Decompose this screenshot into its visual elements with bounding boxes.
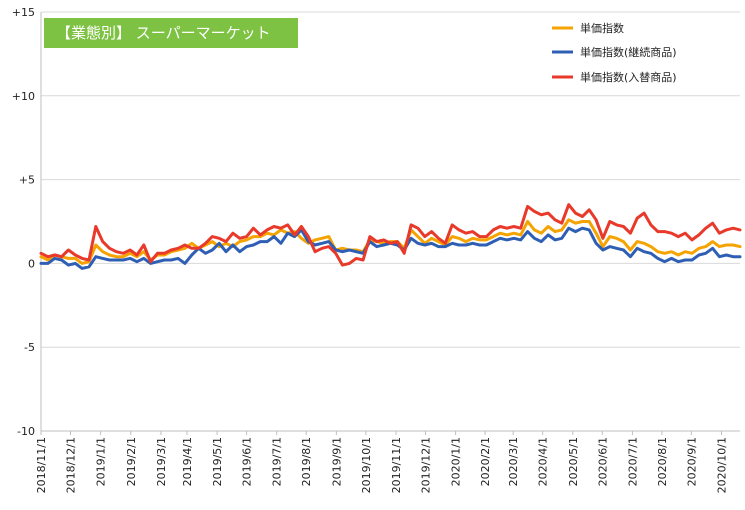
x-tick-label: 2020/7/1 bbox=[626, 437, 639, 486]
chart-title: 【業態別】 スーパーマーケット bbox=[56, 24, 271, 42]
x-tick-label: 2019/1/1 bbox=[95, 437, 108, 486]
x-tick-label: 2018/11/1 bbox=[35, 437, 48, 493]
x-tick-label: 2020/2/1 bbox=[479, 437, 492, 486]
legend-label-3: 単価指数(入替商品) bbox=[580, 70, 677, 84]
x-tick-label: 2019/12/1 bbox=[419, 437, 432, 493]
y-tick-label: -10 bbox=[17, 425, 35, 438]
series-lines bbox=[39, 203, 742, 270]
x-tick-label: 2020/5/1 bbox=[567, 437, 580, 486]
axes bbox=[40, 12, 740, 432]
title-background bbox=[44, 18, 298, 48]
x-tick-label: 2019/10/1 bbox=[360, 437, 373, 493]
x-tick-label: 2019/11/1 bbox=[390, 437, 403, 493]
y-tick-label: 0 bbox=[28, 257, 35, 270]
x-tick-label: 2019/7/1 bbox=[271, 437, 284, 486]
x-tick-label: 2018/12/1 bbox=[64, 437, 77, 493]
x-tick-label: 2019/4/1 bbox=[181, 437, 194, 486]
x-tick-label: 2019/6/1 bbox=[241, 437, 254, 486]
legend-item-1: 単価指数 bbox=[552, 21, 624, 35]
x-tick-label: 2019/5/1 bbox=[211, 437, 224, 486]
x-tick-label: 2020/9/1 bbox=[685, 437, 698, 486]
y-tick-label: +10 bbox=[12, 90, 35, 103]
x-tick-labels: 2018/11/1 2018/12/1 2019/1/1 2019/2/1 2019/3… bbox=[35, 431, 728, 493]
x-tick-label: 2020/3/1 bbox=[507, 437, 520, 486]
chart-title-box: 【業態別】 スーパーマーケット bbox=[44, 18, 298, 48]
legend-label-1: 単価指数 bbox=[580, 21, 624, 35]
legend-item-2: 単価指数(継続商品) bbox=[552, 45, 677, 59]
legend: 単価指数 単価指数(継続商品) 単価指数(入替商品) bbox=[552, 21, 677, 84]
y-tick-label: +15 bbox=[12, 6, 35, 19]
x-tick-label: 2020/10/1 bbox=[715, 437, 728, 493]
legend-label-2: 単価指数(継続商品) bbox=[580, 45, 677, 59]
y-tick-label: +5 bbox=[19, 174, 35, 187]
x-tick-label: 2020/6/1 bbox=[596, 437, 609, 486]
x-tick-label: 2020/8/1 bbox=[656, 437, 669, 486]
x-tick-label: 2019/9/1 bbox=[330, 437, 343, 486]
x-tick-label: 2020/4/1 bbox=[537, 437, 550, 486]
series-line-3 bbox=[39, 203, 742, 267]
x-tick-label: 2019/8/1 bbox=[300, 437, 313, 486]
x-tick-label: 2019/2/1 bbox=[125, 437, 138, 486]
y-tick-labels: +15 +10 +5 0 -5 -10 bbox=[12, 6, 35, 438]
y-tick-label: -5 bbox=[24, 341, 35, 354]
legend-item-3: 単価指数(入替商品) bbox=[552, 70, 677, 84]
x-tick-label: 2019/3/1 bbox=[155, 437, 168, 486]
x-tick-label: 2020/1/1 bbox=[450, 437, 463, 486]
